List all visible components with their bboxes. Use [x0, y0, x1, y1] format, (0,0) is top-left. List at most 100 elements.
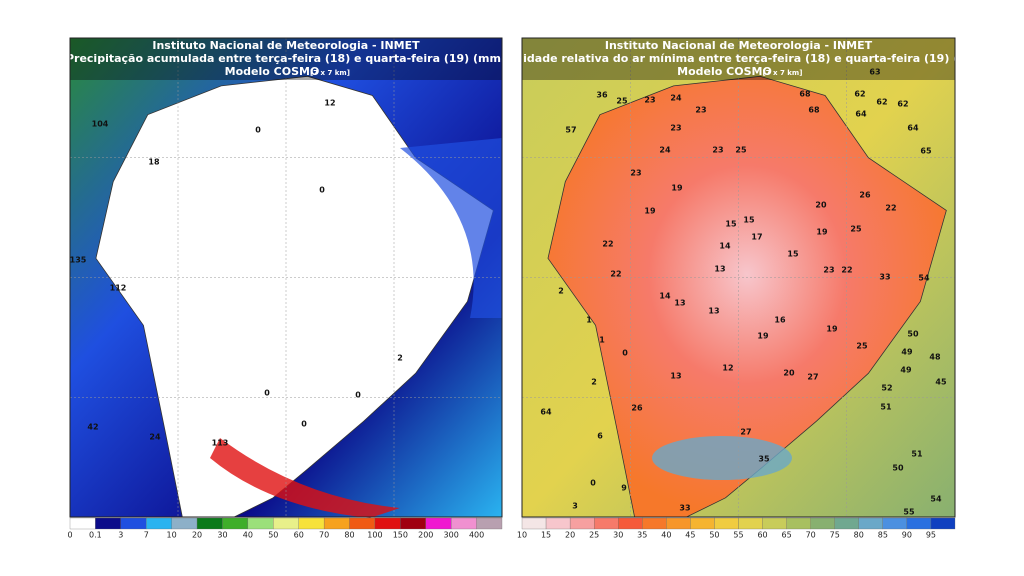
colorbar-label: 55 — [733, 531, 743, 540]
colorbar-label: 70 — [806, 531, 816, 540]
map-label: 3 — [572, 502, 578, 511]
map-label: 0 — [255, 126, 261, 135]
map-label: 24 — [149, 433, 161, 442]
map-label: 62 — [897, 100, 908, 109]
map-label: 9 — [621, 484, 627, 493]
map-label: 23 — [630, 169, 641, 178]
map-label: 62 — [876, 98, 887, 107]
map-label: 48 — [929, 353, 941, 362]
colorbar-box — [349, 517, 376, 530]
map-label: 23 — [670, 124, 681, 133]
map-label: 54 — [918, 274, 930, 283]
map-label: 23 — [712, 146, 723, 155]
colorbar-box — [690, 517, 715, 530]
colorbar-label: 85 — [878, 531, 888, 540]
title: Instituto Nacional de Meteorologia - INM… — [152, 39, 420, 52]
colorbar-label: 20 — [565, 531, 575, 540]
map-label: 57 — [565, 126, 576, 135]
map-label: 50 — [907, 330, 919, 339]
colorbar-box — [834, 517, 859, 530]
map-label: 14 — [719, 242, 731, 251]
colorbar-box — [196, 517, 223, 530]
map-label: 1 — [586, 316, 592, 325]
colorbar-label: 75 — [830, 531, 840, 540]
map-label: 24 — [670, 94, 682, 103]
map-label: 27 — [807, 373, 818, 382]
colorbar-label: 40 — [243, 531, 253, 540]
map-label: 13 — [708, 307, 719, 316]
map-label: 42 — [87, 423, 98, 432]
title: Instituto Nacional de Meteorologia - INM… — [605, 39, 873, 52]
map-label: 25 — [856, 342, 868, 351]
map-label: 0 — [590, 479, 596, 488]
colorbar-label: 30 — [613, 531, 623, 540]
map-label: 2 — [397, 354, 403, 363]
map-label: 49 — [901, 348, 913, 357]
map-label: 12 — [722, 364, 733, 373]
colorbar-box — [374, 517, 401, 530]
colorbar-box — [521, 517, 547, 530]
colorbar-label: 15 — [541, 531, 551, 540]
model: Modelo COSMO — [677, 65, 772, 78]
colorbar-label: 65 — [782, 531, 792, 540]
colorbar-box — [642, 517, 667, 530]
map-label: 64 — [855, 110, 867, 119]
colorbar-label: 150 — [393, 531, 408, 540]
colorbar-box — [476, 517, 503, 530]
map-label: 19 — [826, 325, 838, 334]
colorbar-box — [858, 517, 883, 530]
map-label: 0 — [622, 349, 628, 358]
map-label: 45 — [935, 378, 947, 387]
colorbar-label: 300 — [444, 531, 459, 540]
rain-band — [400, 138, 502, 318]
map-label: 22 — [841, 266, 852, 275]
map-label: 2 — [591, 378, 597, 387]
resolution: [7 x 7 km] — [310, 69, 350, 77]
resolution: [7 x 7 km] — [763, 69, 803, 77]
colorbar-box — [400, 517, 426, 530]
map-label: 112 — [110, 284, 127, 293]
map-label: 13 — [714, 265, 725, 274]
map-label: 1 — [599, 336, 605, 345]
colorbar-label: 3 — [118, 531, 123, 540]
map-label: 68 — [808, 106, 820, 115]
colorbar-box — [906, 517, 932, 530]
colorbar-label: 50 — [268, 531, 278, 540]
colorbar-box — [273, 517, 299, 530]
map-label: 22 — [885, 204, 896, 213]
colorbar-box — [323, 517, 350, 530]
map-label: 25 — [616, 97, 628, 106]
map-label: 16 — [774, 316, 786, 325]
map-label: 64 — [540, 408, 552, 417]
colorbar-label: 10 — [167, 531, 177, 540]
colorbar-label: 90 — [902, 531, 912, 540]
colorbar-box — [95, 517, 121, 530]
map-label: 22 — [602, 240, 613, 249]
colorbar-label: 200 — [418, 531, 433, 540]
map-label: 54 — [930, 495, 942, 504]
colorbar-label: 10 — [517, 531, 527, 540]
map-label: 50 — [892, 464, 904, 473]
map-label: 6 — [597, 432, 603, 441]
colorbar-label: 30 — [217, 531, 227, 540]
map-label: 17 — [751, 233, 762, 242]
map-label: 55 — [903, 508, 915, 517]
map-label: 49 — [900, 366, 912, 375]
map-label: 36 — [596, 91, 608, 100]
map-label: 52 — [881, 384, 892, 393]
colorbar-box — [425, 517, 452, 530]
colorbar-box — [222, 517, 249, 530]
map-label: 23 — [644, 96, 655, 105]
colorbar-label: 60 — [757, 531, 767, 540]
colorbar-label: 400 — [469, 531, 484, 540]
colorbar-box — [451, 517, 477, 530]
colorbar-label: 45 — [685, 531, 695, 540]
map-label: 35 — [758, 455, 770, 464]
map-frame — [521, 37, 956, 518]
map-label: 20 — [783, 369, 795, 378]
map-label: 0 — [355, 391, 361, 400]
map-label: 26 — [631, 404, 643, 413]
map-label: 19 — [816, 228, 828, 237]
colorbar-box — [171, 517, 198, 530]
map-label: 64 — [907, 124, 919, 133]
